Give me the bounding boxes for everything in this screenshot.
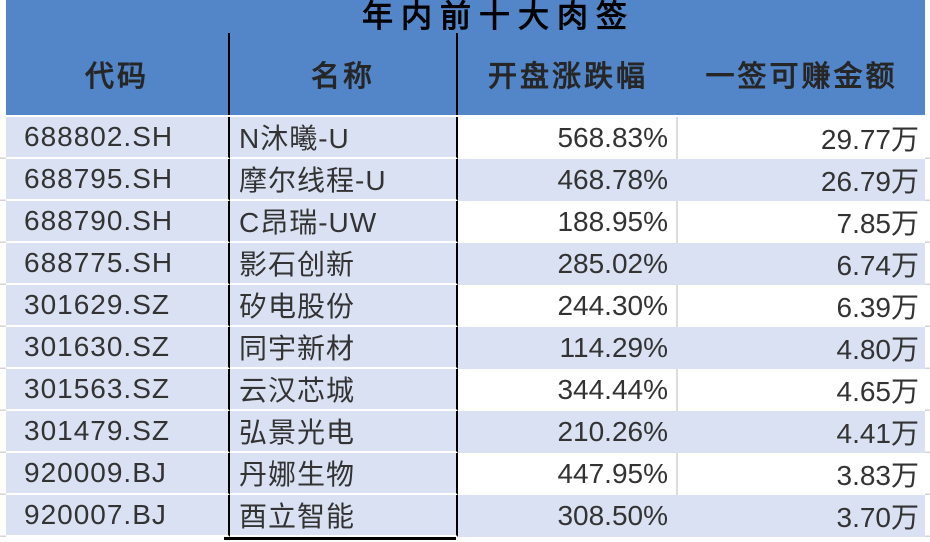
table-row: 688790.SH C昂瑞-UW 188.95% 7.85万 [6,201,925,243]
name-column-bottom-border [224,537,456,540]
cell-stock-name: 摩尔线程-U [230,159,458,201]
cell-stock-code: 301479.SZ [6,411,230,453]
right-sheet-edge-strip [925,0,930,542]
cell-open-change: 188.95% [458,201,678,243]
table-row: 688775.SH 影石创新 285.02% 6.74万 [6,243,925,285]
cell-profit: 7.85万 [678,201,925,243]
table-title: 年内前十大肉签 [6,0,925,33]
cell-profit: 6.74万 [678,243,925,285]
cell-stock-code: 920009.BJ [6,453,230,495]
cell-open-change: 447.95% [458,453,678,495]
cell-stock-name: C昂瑞-UW [230,201,458,243]
table-body: 688802.SH N沐曦-U 568.83% 29.77万 688795.SH… [6,117,925,537]
cell-profit: 4.65万 [678,369,925,411]
cell-profit: 6.39万 [678,285,925,327]
header-name: 名称 [230,33,458,115]
cell-stock-code: 688790.SH [6,201,230,243]
table-row: 301630.SZ 同宇新材 114.29% 4.80万 [6,327,925,369]
cell-stock-code: 301629.SZ [6,285,230,327]
cell-profit: 4.80万 [678,327,925,369]
cell-open-change: 468.78% [458,159,678,201]
cell-profit: 29.77万 [678,117,925,159]
header-profit-per-lot: 一签可赚金额 [705,61,898,93]
header-open-change: 开盘涨跌幅 [487,61,648,93]
cell-open-change: 114.29% [458,327,678,369]
cell-stock-code: 920007.BJ [6,495,230,537]
cell-profit: 4.41万 [678,411,925,453]
cell-stock-name: 酉立智能 [230,495,458,537]
cell-open-change: 568.83% [458,117,678,159]
left-sheet-edge-strip [0,0,6,537]
cell-stock-name: 云汉芯城 [230,369,458,411]
top10-newstock-table: 年内前十大肉签 代码 名称 开盘涨跌幅 一签可赚金额 688802.SH N沐曦… [6,0,925,537]
cell-stock-code: 688775.SH [6,243,230,285]
cell-profit: 3.70万 [678,495,925,537]
cell-stock-name: 同宇新材 [230,327,458,369]
cell-open-change: 285.02% [458,243,678,285]
table-row: 920009.BJ 丹娜生物 447.95% 3.83万 [6,453,925,495]
cell-stock-code: 301630.SZ [6,327,230,369]
table-row: 688795.SH 摩尔线程-U 468.78% 26.79万 [6,159,925,201]
table-row: 920007.BJ 酉立智能 308.50% 3.70万 [6,495,925,537]
cell-stock-code: 301563.SZ [6,369,230,411]
cell-profit: 26.79万 [678,159,925,201]
cell-stock-name: 矽电股份 [230,285,458,327]
table-row: 688802.SH N沐曦-U 568.83% 29.77万 [6,117,925,159]
table-row: 301629.SZ 矽电股份 244.30% 6.39万 [6,285,925,327]
table-row: 301563.SZ 云汉芯城 344.44% 4.65万 [6,369,925,411]
cell-stock-name: N沐曦-U [230,117,458,159]
cell-open-change: 210.26% [458,411,678,453]
cell-stock-name: 弘景光电 [230,411,458,453]
cell-open-change: 244.30% [458,285,678,327]
table-row: 301479.SZ 弘景光电 210.26% 4.41万 [6,411,925,453]
cell-stock-name: 影石创新 [230,243,458,285]
table-header-row: 代码 名称 开盘涨跌幅 一签可赚金额 [6,33,925,117]
cell-open-change: 308.50% [458,495,678,537]
cell-profit: 3.83万 [678,453,925,495]
header-code: 代码 [6,33,230,115]
cell-stock-name: 丹娜生物 [230,453,458,495]
cell-open-change: 344.44% [458,369,678,411]
cell-stock-code: 688802.SH [6,117,230,159]
cell-stock-code: 688795.SH [6,159,230,201]
